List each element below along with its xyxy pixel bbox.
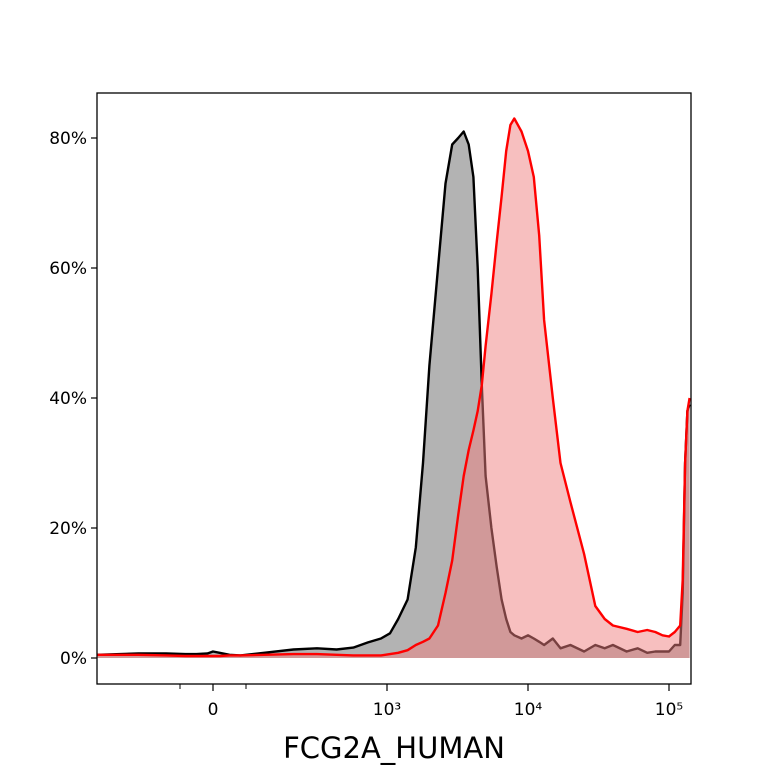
y-tick-label: 60% xyxy=(49,259,87,279)
x-tick-label: 0 xyxy=(208,700,219,720)
series-1-area xyxy=(97,131,690,658)
y-tick-label: 0% xyxy=(60,649,87,669)
y-axis: 0% 20% 40% 60% 80% xyxy=(49,129,97,669)
series-1-line xyxy=(96,130,691,657)
x-tick-label: 10³ xyxy=(373,700,401,720)
x-axis: 0 10³ 10⁴ 10⁵ xyxy=(179,684,683,720)
x-axis-label: FCG2A_HUMAN xyxy=(283,731,505,765)
x-tick-label: 10⁵ xyxy=(655,700,683,720)
plot-frame xyxy=(96,92,692,685)
y-tick-label: 80% xyxy=(49,129,87,149)
series-layer xyxy=(96,117,691,658)
y-tick-label: 20% xyxy=(49,519,87,539)
y-tick-label: 40% xyxy=(49,389,87,409)
x-tick-label: 10⁴ xyxy=(514,700,543,720)
series-2-area xyxy=(97,118,690,658)
series-2-line xyxy=(97,117,691,658)
